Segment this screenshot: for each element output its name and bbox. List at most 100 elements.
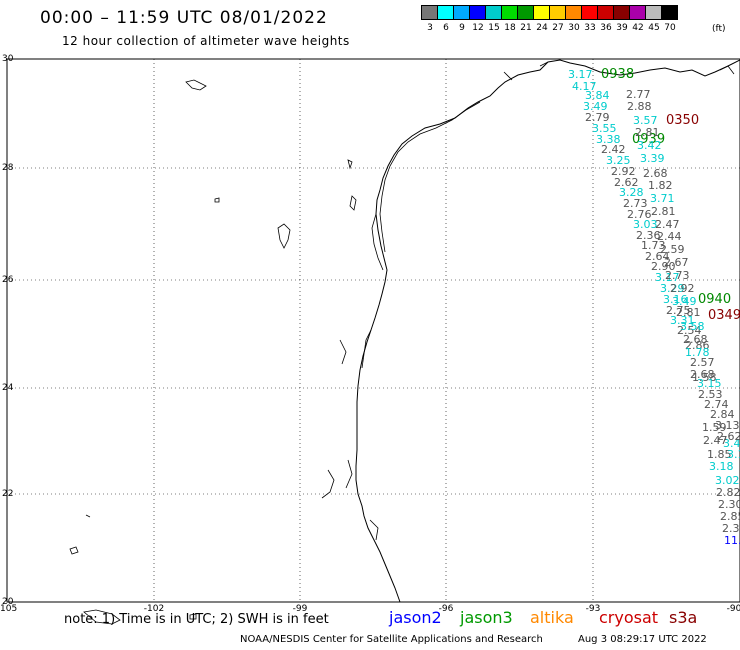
wave-height-value: 2.75 <box>666 304 691 317</box>
color-scale-legend: 3 6 9 12 15 18 21 24 27 30 33 36 39 42 45 70 <box>421 5 678 33</box>
coastline-east-islands <box>503 61 735 81</box>
wave-height-value: 3.38 <box>596 133 621 146</box>
wave-height-value: 3.31 <box>670 314 695 327</box>
wave-height-value: 1.78 <box>685 346 710 359</box>
color-scale-labels: 3 6 9 12 15 18 21 24 27 30 33 36 39 42 45 70 <box>422 23 678 33</box>
pass-time-label: 0938 <box>601 67 634 82</box>
wave-height-value: 3.57 <box>633 114 658 127</box>
pass-time-label: 0349 <box>708 308 740 323</box>
wave-height-value: 3.28 <box>619 186 644 199</box>
wave-height-value: 2.73 <box>623 197 648 210</box>
wave-height-value: 2.81 <box>676 306 701 319</box>
lat-tick-label: 30 <box>2 54 14 64</box>
pass-time-label: 0940 <box>698 292 731 307</box>
generated-time: Aug 3 08:29:17 UTC 2022 <box>578 634 707 645</box>
color-scale-label: 42 <box>632 23 644 33</box>
wave-height-value: 2.57 <box>690 356 715 369</box>
color-scale-label: 39 <box>616 23 628 33</box>
wave-height-value: 2.64 <box>645 250 670 263</box>
wave-height-value: 2.88 <box>627 100 652 113</box>
color-scale-label: 30 <box>568 23 580 33</box>
lon-tick-label: -102 <box>144 604 164 614</box>
satellite-legend-item: s3a <box>669 608 698 627</box>
color-scale-label: 33 <box>584 23 596 33</box>
color-scale-label: 3 <box>427 23 433 33</box>
wave-height-value: 3.4 <box>723 437 740 450</box>
lon-tick-label: -93 <box>586 604 601 614</box>
wave-height-value: 3.55 <box>592 122 617 135</box>
color-scale-label: 21 <box>520 23 532 33</box>
lon-tick-label: -105 <box>0 604 17 614</box>
color-scale-label: 12 <box>472 23 484 33</box>
wave-height-value: 2.82 <box>716 486 740 499</box>
wave-height-value: 2.36 <box>636 229 661 242</box>
lat-tick-label: 28 <box>2 163 14 173</box>
map-frame <box>6 58 740 603</box>
wave-height-value: 2.42 <box>601 143 626 156</box>
wave-height-value: 2.68 <box>690 368 715 381</box>
satellite-legend-item: altika <box>530 608 574 627</box>
wave-height-value: 2.90 <box>651 260 676 273</box>
color-scale-label: 45 <box>648 23 660 33</box>
page-subtitle: 12 hour collection of altimeter wave hei… <box>62 34 350 48</box>
color-scale-label: 70 <box>664 23 676 33</box>
wave-height-value: 3.18 <box>709 460 734 473</box>
lon-tick-label: -99 <box>293 604 308 614</box>
coastline-lagoon <box>361 213 384 369</box>
wave-height-value: 2.85 <box>720 510 740 523</box>
lat-lon-grid <box>7 59 740 602</box>
wave-height-value: 3.17 <box>568 68 593 81</box>
wave-height-value: 2.62 <box>717 430 740 443</box>
color-scale-label: 24 <box>536 23 548 33</box>
coastline <box>355 59 740 603</box>
wave-height-value: 3.02 <box>715 474 740 487</box>
pass-time-label: 0350 <box>666 113 699 128</box>
wave-height-value: 1.82 <box>648 179 673 192</box>
color-scale-swatches <box>421 5 678 20</box>
color-swatch <box>661 5 678 20</box>
wave-height-value: 2.73 <box>665 269 690 282</box>
wave-height-value: 3.49 <box>583 100 608 113</box>
lat-tick-label: 24 <box>2 383 14 393</box>
satellite-legend-item: jason3 <box>460 608 513 627</box>
wave-height-value: 1.58 <box>692 371 717 384</box>
wave-height-value: 3.25 <box>606 154 631 167</box>
wave-height-value: 2.79 <box>585 111 610 124</box>
island-topleft <box>185 79 207 91</box>
color-scale-unit: (ft) <box>712 24 726 34</box>
wave-height-value: 3.03 <box>633 218 658 231</box>
wave-height-value: 3.42 <box>637 139 662 152</box>
wave-height-value: 11.3 <box>724 534 740 547</box>
lat-tick-label: 22 <box>2 489 13 499</box>
wave-height-value: 2.54 <box>677 324 702 337</box>
wave-height-value: 2.92 <box>670 282 695 295</box>
wave-height-value: 3.13 <box>715 419 740 432</box>
wave-height-value: 2.53 <box>698 388 723 401</box>
wave-height-value: 1.73 <box>641 239 666 252</box>
wave-height-value: 2.84 <box>710 408 735 421</box>
satellite-legend-item: cryosat <box>599 608 659 627</box>
wave-height-value: 2.67 <box>664 256 689 269</box>
island-mid <box>277 223 291 249</box>
wave-height-value: 3.49 <box>672 295 697 308</box>
island-left-small <box>214 197 220 203</box>
color-scale-label: 6 <box>443 23 449 33</box>
pass-time-label: 0939 <box>632 132 665 147</box>
color-scale-label: 9 <box>459 23 465 33</box>
wave-height-value: 3.15 <box>697 377 722 390</box>
satellite-legend-item: jason2 <box>389 608 442 627</box>
wave-height-value: 2.81 <box>651 205 676 218</box>
footnote: note: 1) Time is in UTC; 2) SWH is in fe… <box>64 612 329 627</box>
wave-height-value: 2.47 <box>655 218 680 231</box>
wave-height-value: 1.59 <box>702 421 727 434</box>
wave-height-value: 1.85 <box>707 448 732 461</box>
color-scale-label: 18 <box>504 23 516 33</box>
lon-tick-label: -96 <box>439 604 454 614</box>
axis-tick-labels: -105 -102 -99 -96 -93 -90 30 28 26 24 22 20 <box>0 54 740 614</box>
wave-height-labels: 3.174.173.84 2.773.49 2.882.79 3.573.55 2.81… <box>568 68 740 547</box>
credit: NOAA/NESDIS Center for Satellite Applica… <box>240 634 543 645</box>
inland-lakes <box>321 339 353 499</box>
lower-features <box>69 514 379 625</box>
